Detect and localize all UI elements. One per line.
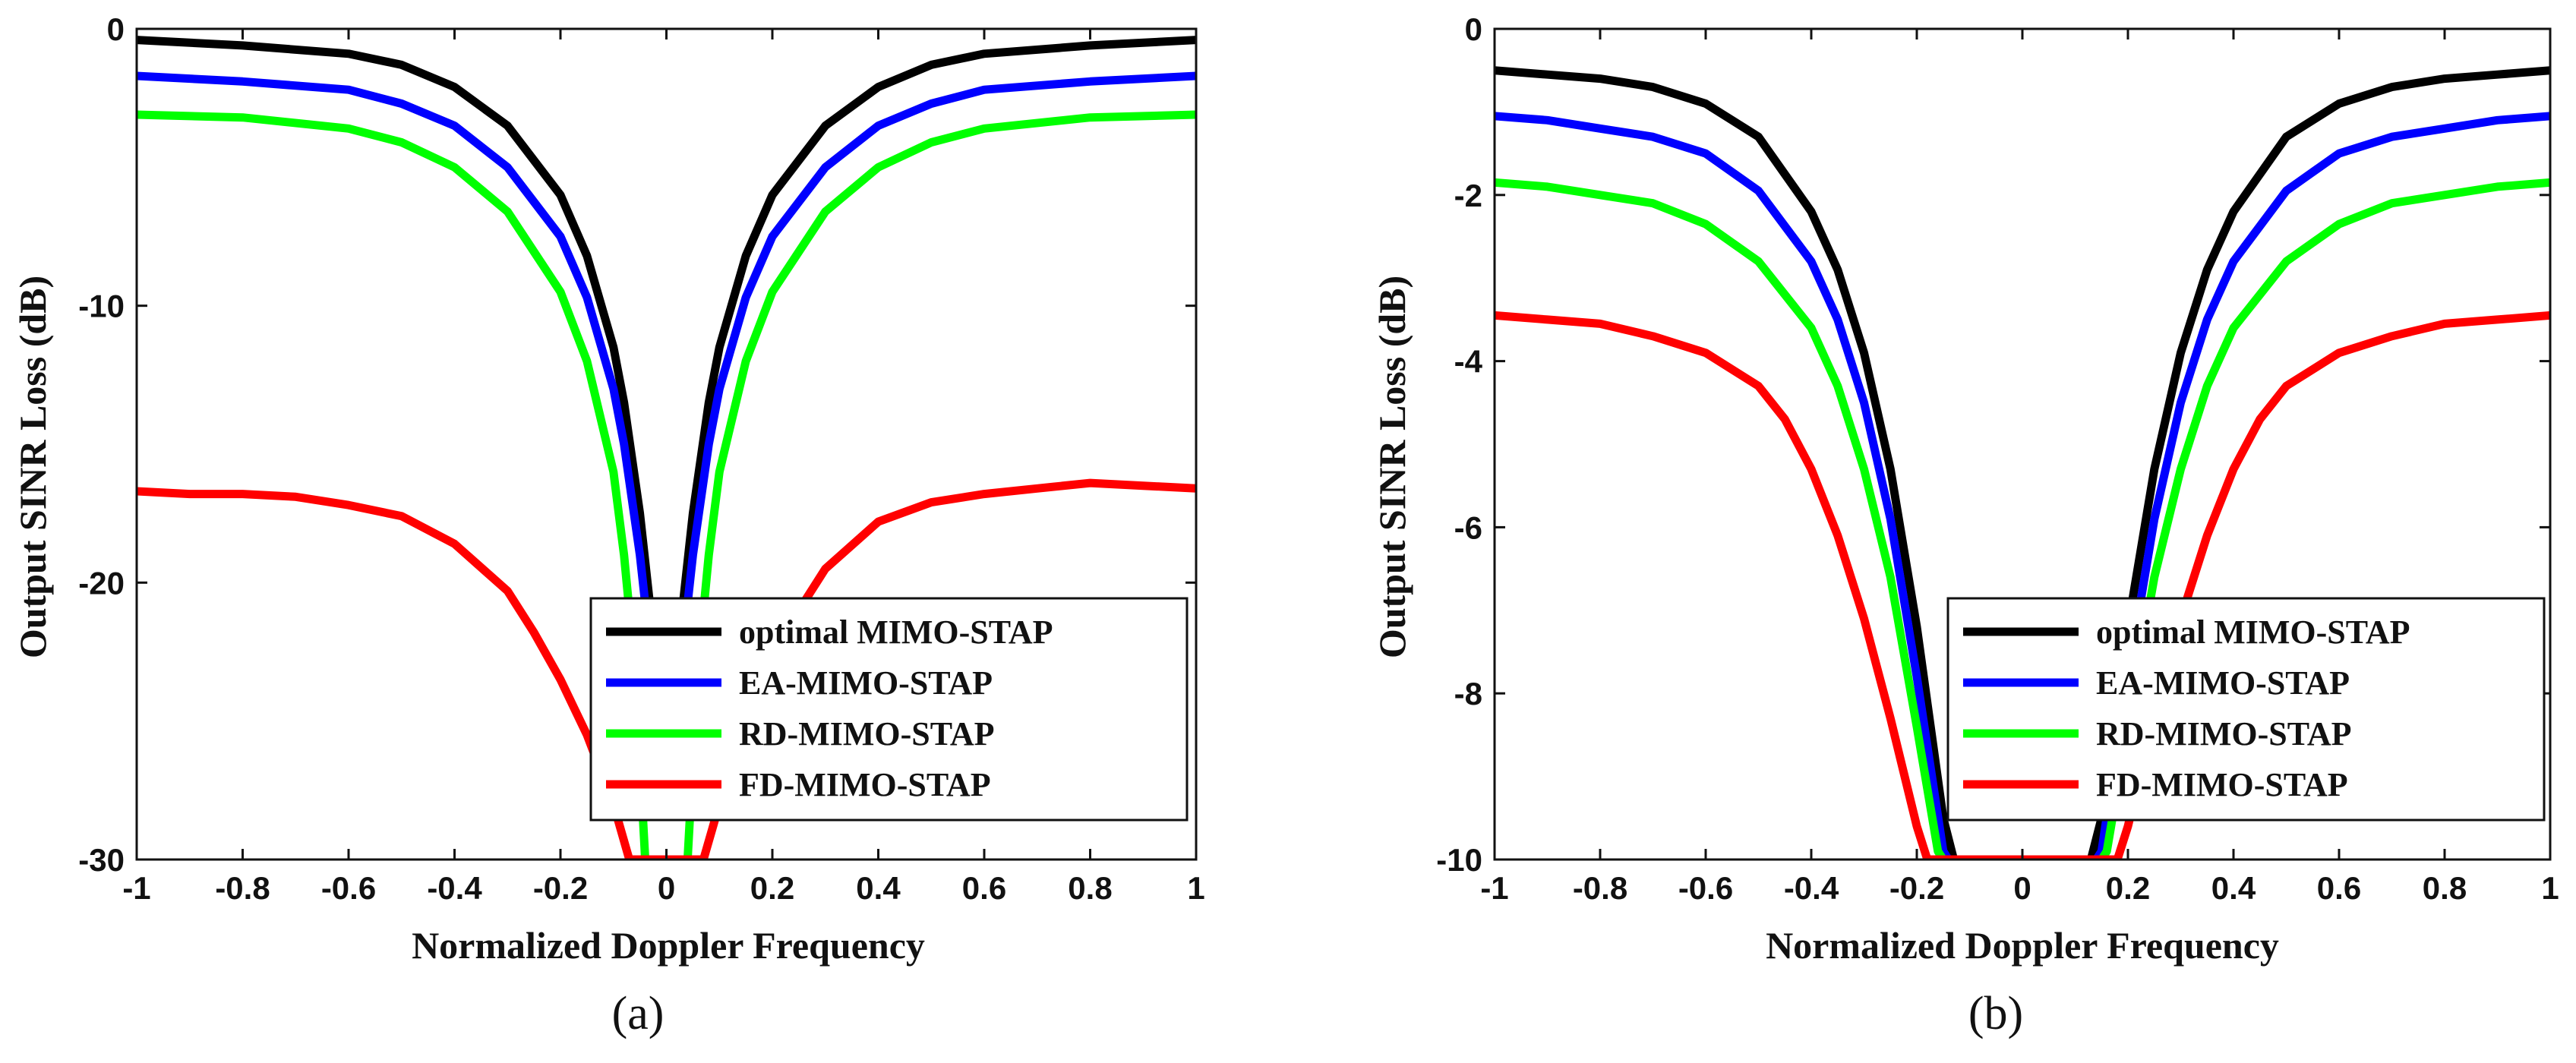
x-tick-label: -0.4 xyxy=(1784,870,1839,906)
x-tick-label: 0.6 xyxy=(2317,870,2361,906)
legend: optimal MIMO-STAP EA-MIMO-STAP RD-MIMO-STA… xyxy=(589,597,1189,822)
panel-a-caption: (a) xyxy=(612,988,665,1039)
legend-label-2: RD-MIMO-STAP xyxy=(739,715,994,752)
panel-b-caption: (b) xyxy=(1968,988,2023,1039)
x-tick-label: 0.4 xyxy=(2211,870,2256,906)
series-group xyxy=(1495,66,2550,860)
panel-b: Output SINR Loss (dB) Normalized Doppler… xyxy=(1371,11,2559,1039)
legend-label-3: FD-MIMO-STAP xyxy=(2096,766,2348,803)
legend-label-3: FD-MIMO-STAP xyxy=(739,766,991,803)
y-tick-label: -10 xyxy=(78,289,125,324)
legend-label-2: RD-MIMO-STAP xyxy=(2096,715,2351,752)
x-tick-label: 1 xyxy=(2541,870,2559,906)
panel-a: Output SINR Loss (dB) Normalized Doppler… xyxy=(11,11,1205,1039)
y-tick-label: -30 xyxy=(78,842,125,878)
x-tick-label: 0.8 xyxy=(1068,870,1112,906)
x-tick-label: 0.8 xyxy=(2423,870,2467,906)
series-line-0 xyxy=(1495,66,2550,860)
x-tick-label: 0.4 xyxy=(856,870,901,906)
x-tick-label: -0.8 xyxy=(1573,870,1627,906)
series-line-3 xyxy=(137,478,1196,860)
legend-label-0: optimal MIMO-STAP xyxy=(2096,614,2410,651)
legend-label-1: EA-MIMO-STAP xyxy=(739,664,993,702)
x-tick-label: 0.6 xyxy=(962,870,1006,906)
series-line-2 xyxy=(137,110,1196,860)
x-tick-label: 0 xyxy=(658,870,675,906)
legend: optimal MIMO-STAP EA-MIMO-STAP RD-MIMO-STA… xyxy=(1946,597,2546,822)
x-tick-label: 0.2 xyxy=(2106,870,2150,906)
panel-b-ylabel: Output SINR Loss (dB) xyxy=(1371,276,1413,658)
x-tick-label: 0 xyxy=(2013,870,2031,906)
x-tick-label: -0.6 xyxy=(321,870,376,906)
y-tick-label: -2 xyxy=(1454,178,1482,213)
x-tick-label: -0.6 xyxy=(1678,870,1733,906)
x-tick-label: -1 xyxy=(1480,870,1508,906)
x-tick-label: -0.8 xyxy=(215,870,270,906)
series-line-3 xyxy=(1495,311,2550,860)
legend-label-1: EA-MIMO-STAP xyxy=(2096,664,2350,702)
legend-label-0: optimal MIMO-STAP xyxy=(739,614,1053,651)
y-tick-label: -8 xyxy=(1454,676,1482,711)
y-tick-label: -10 xyxy=(1436,842,1482,878)
y-tick-label: 0 xyxy=(107,11,125,47)
panel-a-xlabel: Normalized Doppler Frequency xyxy=(412,924,925,967)
panel-b-xlabel: Normalized Doppler Frequency xyxy=(1766,924,2279,967)
x-tick-label: 1 xyxy=(1187,870,1204,906)
y-tick-label: -6 xyxy=(1454,509,1482,545)
y-tick-label: 0 xyxy=(1465,11,1482,47)
x-tick-label: -1 xyxy=(122,870,150,906)
x-tick-label: -0.4 xyxy=(427,870,482,906)
panel-a-ylabel: Output SINR Loss (dB) xyxy=(11,276,54,658)
x-tick-label: 0.2 xyxy=(750,870,794,906)
series-line-2 xyxy=(1495,178,2550,860)
y-tick-label: -20 xyxy=(78,565,125,601)
y-tick-label: -4 xyxy=(1454,344,1483,380)
x-tick-label: -0.2 xyxy=(533,870,588,906)
x-tick-label: -0.2 xyxy=(1889,870,1944,906)
series-line-1 xyxy=(1495,112,2550,860)
